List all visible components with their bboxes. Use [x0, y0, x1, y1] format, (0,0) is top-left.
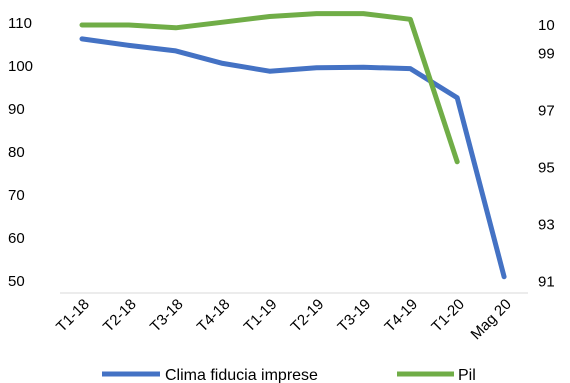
x-tick-label: T2-18	[100, 296, 140, 336]
legend-label: Clima fiducia imprese	[165, 367, 318, 383]
right-tick-label: 91	[538, 274, 555, 291]
x-tick-label: T3-19	[334, 296, 374, 336]
right-tick-label: 10	[538, 17, 555, 34]
x-tick-label: T1-18	[53, 296, 93, 336]
right-axis-ticks: 91 93 95 97 99 10	[538, 17, 555, 291]
series-line-pil	[79, 11, 460, 165]
right-tick-label: 93	[538, 217, 555, 234]
left-tick-label: 60	[8, 230, 25, 247]
left-axis-ticks: 50 60 70 80 90 100 110	[8, 15, 33, 290]
left-tick-label: 110	[8, 15, 32, 32]
x-axis-ticks: T1-18 T2-18 T3-18 T4-18 T1-19 T2-19 T3-19 T4-19…	[53, 296, 515, 343]
x-tick-label: T1-19	[241, 296, 281, 336]
series-lines	[79, 11, 507, 280]
x-tick-label: T1-20	[428, 296, 468, 336]
legend-label: Pil	[458, 367, 476, 383]
right-tick-label: 99	[538, 46, 555, 63]
left-tick-label: 70	[8, 187, 25, 204]
left-tick-label: 80	[8, 144, 25, 161]
left-tick-label: 100	[8, 58, 33, 75]
right-tick-label: 95	[538, 160, 555, 177]
legend: Clima fiducia imprese Pil	[102, 367, 476, 383]
x-tick-label: T4-18	[194, 296, 234, 336]
series-line-clima-fiducia-imprese	[79, 36, 507, 280]
x-tick-label: T4-19	[381, 296, 421, 336]
right-tick-label: 97	[538, 103, 555, 120]
left-tick-label: 50	[8, 273, 25, 290]
x-tick-label: Mag 20	[468, 296, 515, 343]
x-tick-label: T3-18	[147, 296, 187, 336]
x-tick-label: T2-19	[288, 296, 328, 336]
left-tick-label: 90	[8, 101, 25, 118]
